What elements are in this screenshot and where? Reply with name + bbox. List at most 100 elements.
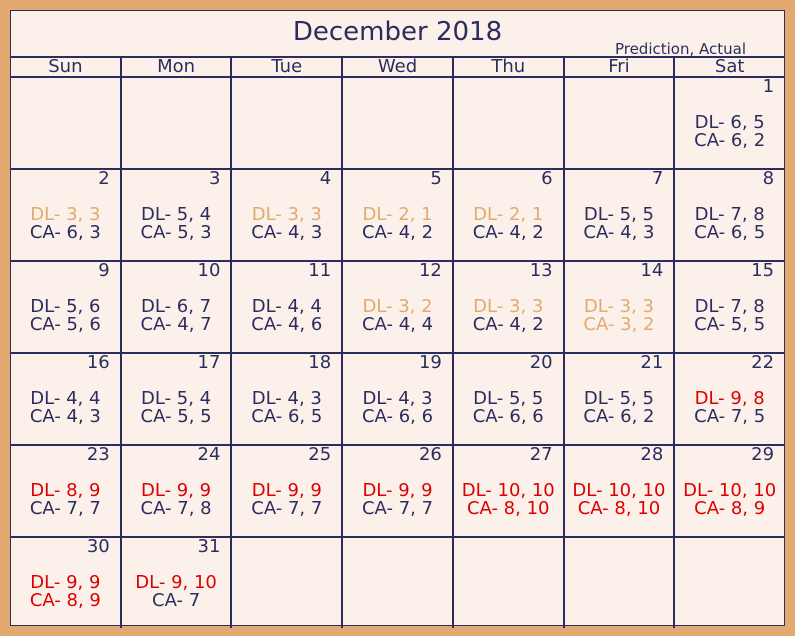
- day-cell: 9 DL- 5, 6 CA- 5, 6: [11, 260, 120, 352]
- ca-reading: CA- 6, 6: [472, 406, 544, 427]
- day-cell: 11 DL- 4, 4 CA- 4, 6: [230, 260, 341, 352]
- weekday-fri: Fri: [562, 58, 674, 76]
- day-number: 10: [197, 260, 221, 281]
- dl-reading: DL- 9, 9: [251, 480, 322, 501]
- dl-reading: DL- 4, 4: [251, 296, 322, 317]
- ca-reading: CA- 7, 7: [361, 498, 434, 519]
- week-row: 9 DL- 5, 6 CA- 5, 6 10 DL- 6, 7 CA- 4, 7 11 DL-…: [11, 260, 784, 354]
- day-number: 11: [308, 260, 332, 281]
- day-cell: 16 DL- 4, 4 CA- 4, 3: [11, 352, 120, 444]
- day-cell: 15 DL- 7, 8 CA- 5, 5: [673, 260, 784, 352]
- day-cell: 25 DL- 9, 9 CA- 7, 7: [230, 444, 341, 536]
- dl-reading: DL- 2, 1: [473, 204, 544, 225]
- day-cell: [341, 538, 452, 628]
- day-number: 2: [98, 168, 110, 189]
- ca-reading: CA- 5, 6: [29, 314, 101, 335]
- day-cell: 29 DL- 10, 10 CA- 8, 9: [673, 444, 784, 536]
- ca-reading: CA- 8, 9: [29, 590, 101, 611]
- day-number: 1: [762, 76, 775, 97]
- ca-reading: CA- 6, 5: [251, 406, 323, 427]
- dl-reading: DL- 5, 5: [473, 388, 544, 409]
- day-cell: [451, 538, 563, 628]
- ca-reading: CA- 5, 5: [694, 314, 766, 335]
- day-cell: 7 DL- 5, 5 CA- 4, 3: [562, 168, 674, 260]
- dl-reading: DL- 9, 9: [30, 572, 101, 593]
- ca-reading: CA- 7, 7: [29, 498, 101, 519]
- dl-reading: DL- 10, 10: [683, 480, 777, 501]
- day-cell: 4 DL- 3, 3 CA- 4, 3: [230, 168, 341, 260]
- day-cell: 13 DL- 3, 3 CA- 4, 2: [451, 260, 563, 352]
- dl-reading: DL- 3, 2: [362, 296, 433, 317]
- calendar-title: December 2018: [292, 17, 503, 47]
- dl-reading: DL- 9, 8: [694, 388, 765, 409]
- dl-reading: DL- 3, 3: [30, 204, 101, 225]
- ca-reading: CA- 4, 4: [361, 314, 434, 335]
- day-number: 8: [762, 168, 775, 189]
- day-cell: 8 DL- 7, 8 CA- 6, 5: [673, 168, 784, 260]
- day-number: 30: [86, 536, 110, 557]
- day-number: 12: [418, 260, 442, 281]
- day-number: 20: [529, 352, 553, 373]
- day-number: 15: [751, 260, 775, 281]
- dl-reading: DL- 2, 1: [362, 204, 433, 225]
- day-number: 23: [86, 444, 110, 465]
- ca-reading: CA- 5, 5: [140, 406, 212, 427]
- dl-reading: DL- 9, 10: [135, 572, 217, 593]
- day-number: 19: [418, 352, 442, 373]
- dl-reading: DL- 5, 5: [583, 204, 655, 225]
- day-number: 6: [541, 168, 553, 189]
- dl-reading: DL- 5, 4: [141, 204, 212, 225]
- day-cell: 5 DL- 2, 1 CA- 4, 2: [341, 168, 452, 260]
- dl-reading: DL- 3, 3: [473, 296, 544, 317]
- day-number: 22: [751, 352, 775, 373]
- day-cell: 24 DL- 9, 9 CA- 7, 8: [119, 444, 231, 536]
- dl-reading: DL- 6, 7: [141, 296, 212, 317]
- week-row: 23 DL- 8, 9 CA- 7, 7 24 DL- 9, 9 CA- 7, 8 25 DL…: [11, 444, 784, 538]
- day-number: 13: [529, 260, 553, 281]
- weekday-wed: Wed: [341, 58, 452, 76]
- day-cell: [673, 538, 784, 628]
- day-cell: 3 DL- 5, 4 CA- 5, 3: [119, 168, 231, 260]
- ca-reading: CA- 8, 9: [694, 498, 766, 519]
- day-cell: [451, 78, 563, 168]
- dl-reading: DL- 5, 4: [141, 388, 212, 409]
- weekday-sun: Sun: [48, 56, 83, 77]
- day-cell: 26 DL- 9, 9 CA- 7, 7: [341, 444, 452, 536]
- week-row: 1 DL- 6, 5 CA- 6, 2: [11, 76, 784, 170]
- day-number: 3: [208, 168, 221, 189]
- ca-reading: CA- 7, 5: [694, 406, 766, 427]
- ca-reading: CA- 4, 2: [472, 314, 544, 335]
- day-cell: 21 DL- 5, 5 CA- 6, 2: [562, 352, 674, 444]
- dl-reading: DL- 6, 5: [694, 112, 765, 133]
- day-cell: [230, 538, 341, 628]
- ca-reading: CA- 6, 2: [694, 130, 766, 151]
- weekday-sat: Sat: [673, 58, 784, 76]
- day-cell: 19 DL- 4, 3 CA- 6, 6: [341, 352, 452, 444]
- weekday-thu: Thu: [451, 58, 563, 76]
- dl-reading: DL- 4, 3: [362, 388, 433, 409]
- ca-reading: CA- 5, 3: [140, 222, 212, 243]
- ca-reading: CA- 4, 3: [251, 222, 323, 243]
- day-number: 16: [86, 352, 110, 373]
- day-number: 29: [751, 444, 775, 465]
- day-number: 26: [418, 444, 442, 465]
- day-cell: [230, 78, 341, 168]
- day-cell: [341, 78, 452, 168]
- week-row: 30 DL- 9, 9 CA- 8, 9 31 DL- 9, 10 CA- 7: [11, 536, 784, 628]
- weekday-tue: Tue: [230, 58, 341, 76]
- day-cell: [562, 538, 674, 628]
- day-cell: 14 DL- 3, 3 CA- 3, 2: [562, 260, 674, 352]
- day-number: 4: [319, 168, 332, 189]
- dl-reading: DL- 7, 8: [694, 204, 765, 225]
- ca-reading: CA- 4, 2: [472, 222, 544, 243]
- ca-reading: CA- 6, 3: [29, 222, 101, 243]
- dl-reading: DL- 7, 8: [694, 296, 765, 317]
- day-number: 14: [640, 260, 664, 281]
- dl-reading: DL- 9, 9: [141, 480, 212, 501]
- day-number: 5: [430, 168, 442, 189]
- day-cell: 27 DL- 10, 10 CA- 8, 10: [451, 444, 563, 536]
- day-number: 25: [308, 444, 332, 465]
- dl-reading: DL- 4, 4: [30, 388, 101, 409]
- day-cell: [562, 78, 674, 168]
